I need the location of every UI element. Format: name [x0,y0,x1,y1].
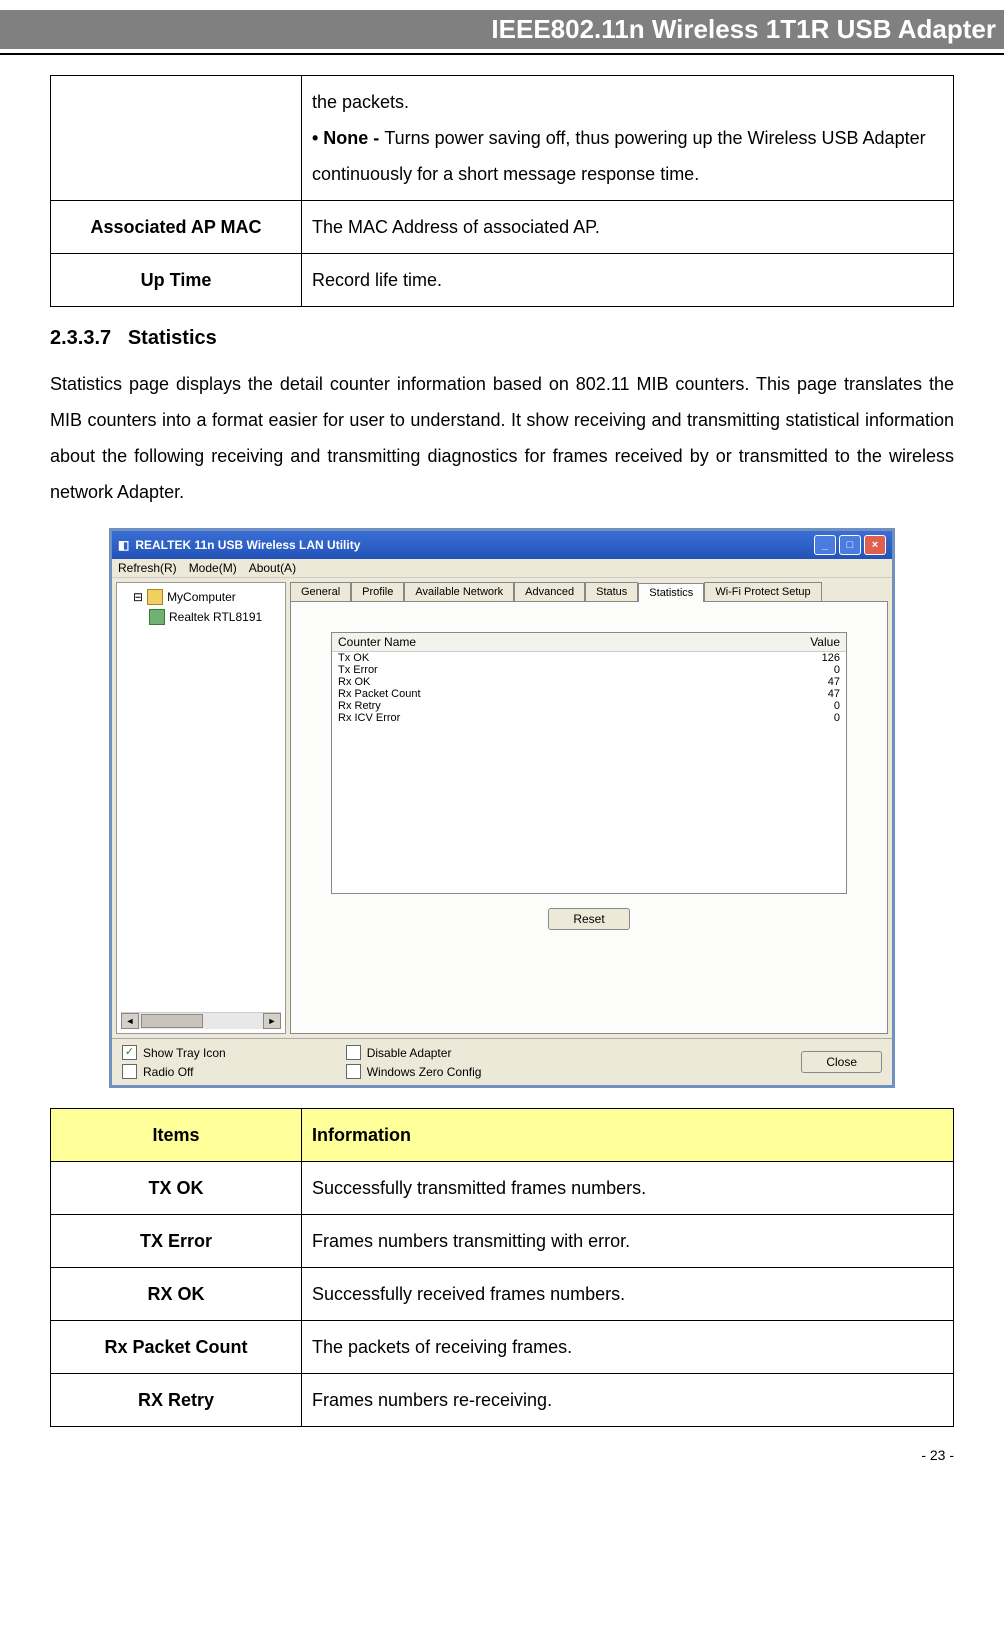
col-header-value[interactable]: Value [780,635,840,649]
tree-device[interactable]: Realtek RTL8191 [121,607,281,627]
radio-off-checkbox[interactable] [122,1064,137,1079]
tab-content: Counter Name Value Tx OK126 Tx Error0 Rx… [290,601,888,1034]
page-number: - 23 - [50,1447,954,1463]
table-header-items: Items [51,1109,302,1162]
tab-advanced[interactable]: Advanced [514,582,585,601]
table-desc: The MAC Address of associated AP. [302,201,954,254]
table-label: Associated AP MAC [51,201,302,254]
info-table-top: the packets. • None - Turns power saving… [50,75,954,307]
disable-adapter-label: Disable Adapter [367,1046,452,1060]
tree-hscroll[interactable]: ◄ ► [121,1012,281,1029]
page-header: IEEE802.11n Wireless 1T1R USB Adapter [0,10,1004,49]
computer-icon [147,589,163,605]
reset-button[interactable]: Reset [548,908,629,930]
tab-statistics[interactable]: Statistics [638,583,704,602]
table-desc: the packets. • None - Turns power saving… [302,76,954,201]
table-desc: The packets of receiving frames. [302,1321,954,1374]
table-label: RX Retry [51,1374,302,1427]
tab-wps[interactable]: Wi-Fi Protect Setup [704,582,821,601]
info-table-bottom: Items Information TX OKSuccessfully tran… [50,1108,954,1427]
maximize-button[interactable]: □ [839,535,861,555]
stats-list: Counter Name Value Tx OK126 Tx Error0 Rx… [331,632,847,894]
table-label: TX Error [51,1215,302,1268]
app-icon: ◧ [118,538,129,552]
tree-root[interactable]: ⊟ MyComputer [121,587,281,607]
stat-row: Tx Error0 [332,664,846,676]
tab-status[interactable]: Status [585,582,638,601]
device-icon [149,609,165,625]
stat-row: Rx ICV Error0 [332,712,846,724]
tab-general[interactable]: General [290,582,351,601]
stat-row: Tx OK126 [332,652,846,664]
wzc-checkbox[interactable] [346,1064,361,1079]
table-label: Rx Packet Count [51,1321,302,1374]
window-title: REALTEK 11n USB Wireless LAN Utility [135,538,360,552]
table-desc: Successfully received frames numbers. [302,1268,954,1321]
show-tray-label: Show Tray Icon [143,1046,226,1060]
tab-profile[interactable]: Profile [351,582,404,601]
menu-about[interactable]: About(A) [249,561,296,575]
show-tray-checkbox[interactable]: ✓ [122,1045,137,1060]
app-window: ◧ REALTEK 11n USB Wireless LAN Utility _… [109,528,895,1088]
titlebar: ◧ REALTEK 11n USB Wireless LAN Utility _… [112,531,892,559]
radio-off-label: Radio Off [143,1065,193,1079]
table-label: RX OK [51,1268,302,1321]
table-label: Up Time [51,254,302,307]
stat-row: Rx Retry0 [332,700,846,712]
section-paragraph: Statistics page displays the detail coun… [50,366,954,510]
table-desc: Frames numbers re-receiving. [302,1374,954,1427]
menu-mode[interactable]: Mode(M) [189,561,237,575]
scroll-left-icon[interactable]: ◄ [121,1013,139,1029]
tree-pane: ⊟ MyComputer Realtek RTL8191 ◄ ► [116,582,286,1034]
table-label-empty [51,76,302,201]
disable-adapter-checkbox[interactable] [346,1045,361,1060]
table-header-info: Information [302,1109,954,1162]
stat-row: Rx OK47 [332,676,846,688]
menu-refresh[interactable]: Refresh(R) [118,561,177,575]
section-heading: 2.3.3.7 Statistics [50,327,954,350]
minimize-button[interactable]: _ [814,535,836,555]
table-label: TX OK [51,1162,302,1215]
table-desc: Frames numbers transmitting with error. [302,1215,954,1268]
tab-strip: General Profile Available Network Advanc… [290,582,888,601]
close-app-button[interactable]: Close [801,1051,882,1073]
menubar: Refresh(R) Mode(M) About(A) [112,559,892,578]
table-desc: Record life time. [302,254,954,307]
header-rule [0,53,1004,55]
col-header-name[interactable]: Counter Name [338,635,780,649]
wzc-label: Windows Zero Config [367,1065,482,1079]
tab-available-network[interactable]: Available Network [404,582,514,601]
stat-row: Rx Packet Count47 [332,688,846,700]
close-button[interactable]: × [864,535,886,555]
scroll-right-icon[interactable]: ► [263,1013,281,1029]
bottom-bar: ✓ Show Tray Icon Radio Off Disable Adapte… [112,1038,892,1085]
scroll-thumb[interactable] [141,1014,203,1028]
table-desc: Successfully transmitted frames numbers. [302,1162,954,1215]
